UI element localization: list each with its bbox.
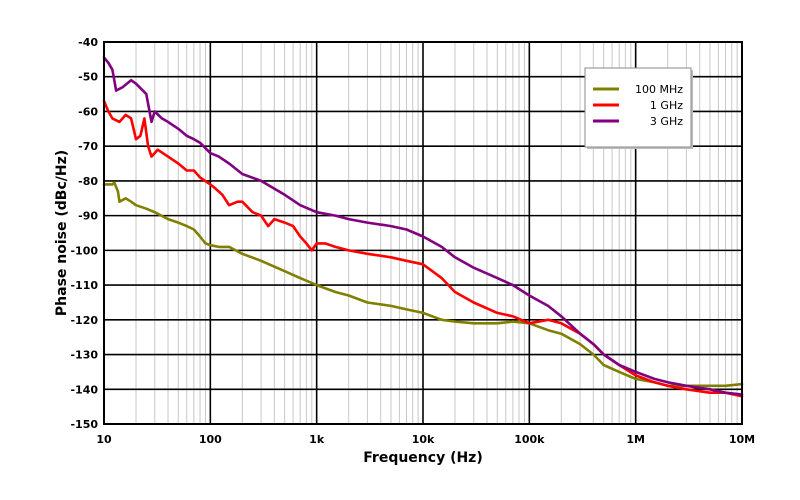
legend-box	[584, 67, 692, 148]
y-tick-labels: -40 -50 -60 -70 -80 -90 -100 -110 -120 -130 -140 -1…	[70, 36, 98, 431]
x-tick-labels: 10 100 1k 10k 100k 1M 10M	[96, 433, 755, 446]
x-tick-label: 100	[199, 433, 222, 446]
x-tick-label: 1k	[309, 433, 325, 446]
y-tick-label: -60	[78, 105, 98, 118]
y-tick-label: -90	[78, 210, 98, 223]
y-tick-label: -50	[78, 71, 98, 84]
y-tick-label: -100	[70, 244, 98, 257]
plot-frame	[103, 41, 743, 425]
series-line	[102, 181, 744, 388]
x-axis-title: Frequency (Hz)	[363, 450, 482, 466]
y-tick-label: -80	[78, 175, 98, 188]
x-tick-label: 10M	[729, 433, 755, 446]
x-tick-label: 10k	[412, 433, 435, 446]
series-line	[102, 56, 744, 396]
y-axis-title: Phase noise (dBc/Hz)	[54, 150, 70, 316]
y-tick-label: -130	[70, 349, 98, 362]
legend-label: 1 GHz	[650, 99, 683, 112]
series-layer	[102, 56, 744, 398]
legend-label: 3 GHz	[650, 115, 683, 128]
y-tick-label: -120	[70, 314, 98, 327]
x-tick-label: 100k	[514, 433, 545, 446]
y-tick-label: -110	[70, 279, 98, 292]
x-tick-label: 10	[96, 433, 112, 446]
y-tick-label: -70	[78, 140, 98, 153]
y-tick-label: -150	[70, 418, 98, 431]
x-tick-label: 1M	[626, 433, 645, 446]
y-tick-label: -40	[78, 36, 98, 49]
y-tick-label: -140	[70, 383, 98, 396]
minor-grid	[135, 42, 738, 424]
legend-label: 100 MHz	[635, 83, 683, 96]
legend: 100 MHz 1 GHz 3 GHz	[584, 67, 693, 149]
